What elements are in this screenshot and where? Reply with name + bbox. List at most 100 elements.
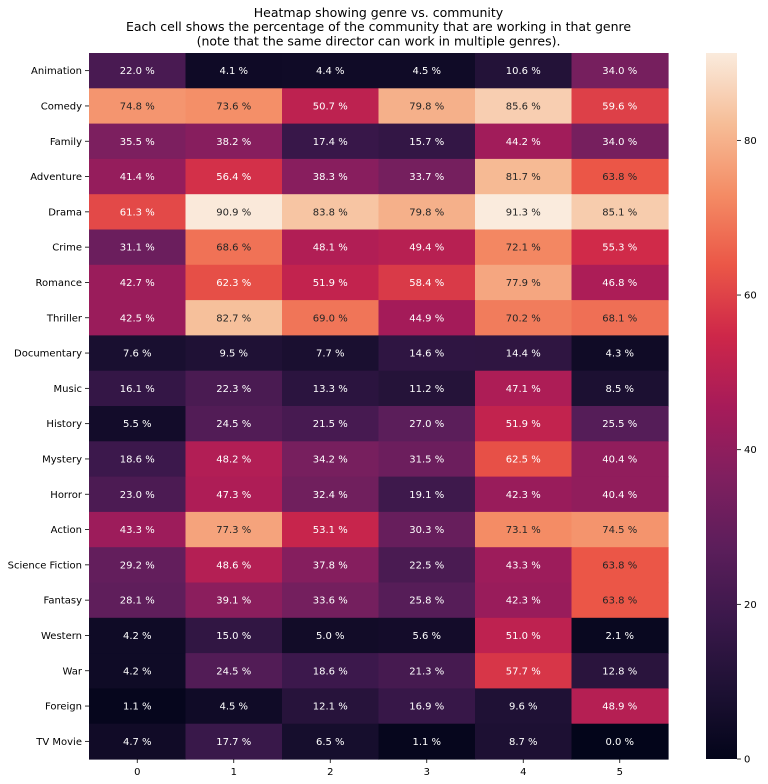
cell-value-label: 17.7 % [216, 737, 251, 748]
y-tick-label: Science Fiction [8, 560, 82, 571]
heatmap-cell [185, 441, 283, 478]
heatmap-cell [475, 53, 573, 89]
cell-value-label: 9.6 % [509, 702, 538, 713]
y-tick-label: Family [50, 137, 82, 148]
heatmap-cell [378, 511, 476, 548]
heatmap-cell [89, 547, 187, 584]
x-tick-label: 3 [424, 767, 430, 778]
cell-value-label: 7.7 % [316, 349, 345, 360]
colorbar: 0 20 40 60 80 [706, 53, 757, 766]
cell-value-label: 14.4 % [506, 349, 541, 360]
heatmap-cell [475, 300, 573, 336]
cell-value-label: 51.9 % [313, 278, 348, 289]
cell-value-label: 4.5 % [412, 66, 441, 77]
heatmap-cell [282, 370, 380, 407]
heatmap-cell [185, 158, 283, 195]
heatmap-cell [571, 300, 669, 336]
heatmap-cell [185, 476, 283, 513]
heatmap-cell [571, 547, 669, 584]
heatmap-cell [89, 476, 187, 513]
cell-value-label: 85.1 % [602, 207, 637, 218]
heatmap-cell [89, 441, 187, 478]
heatmap-cell [185, 511, 283, 548]
cell-value-label: 62.5 % [506, 454, 541, 465]
colorbar-tick-label: 80 [744, 136, 757, 147]
cell-value-label: 34.2 % [313, 454, 348, 465]
heatmap-cell [282, 441, 380, 478]
cell-value-label: 55.3 % [602, 243, 637, 254]
cell-value-label: 4.4 % [316, 66, 345, 77]
heatmap-cell [282, 653, 380, 689]
cell-value-label: 4.5 % [219, 702, 248, 713]
heatmap-cell [571, 653, 669, 689]
heatmap-cell [378, 158, 476, 195]
chart-title: Heatmap showing genre vs. communityEach … [126, 5, 631, 48]
cell-value-label: 5.6 % [412, 631, 441, 642]
heatmap-cell [282, 688, 380, 725]
heatmap-cell [282, 476, 380, 513]
heatmap-cell [475, 547, 573, 584]
cell-value-label: 38.2 % [216, 137, 251, 148]
cell-value-label: 72.1 % [506, 243, 541, 254]
heatmap-cell [89, 653, 187, 689]
heatmap-cell [89, 123, 187, 160]
heatmap-cell [282, 406, 380, 442]
cell-value-label: 43.3 % [120, 525, 155, 536]
x-tick-label: 5 [617, 767, 623, 778]
cell-value-label: 22.3 % [216, 384, 251, 395]
heatmap-cell [475, 441, 573, 478]
heatmap-cell [89, 53, 187, 89]
cell-value-label: 69.0 % [313, 313, 348, 324]
cell-value-label: 28.1 % [120, 596, 155, 607]
heatmap-cell [475, 88, 573, 125]
heatmap-cell [185, 370, 283, 407]
heatmap-cell [282, 547, 380, 584]
cell-value-label: 7.6 % [123, 349, 152, 360]
cell-value-label: 33.6 % [313, 596, 348, 607]
cell-value-label: 73.1 % [506, 525, 541, 536]
cell-value-label: 41.4 % [120, 172, 155, 183]
cell-value-label: 70.2 % [506, 313, 541, 324]
heatmap-cell [185, 688, 283, 725]
cell-value-label: 42.7 % [120, 278, 155, 289]
colorbar-gradient [706, 53, 737, 759]
heatmap-cell [475, 723, 573, 760]
heatmap-cell [571, 194, 669, 231]
cell-value-label: 34.0 % [602, 66, 637, 77]
y-tick-label: History [46, 419, 82, 430]
heatmap-cell [571, 511, 669, 548]
cell-value-label: 81.7 % [506, 172, 541, 183]
cell-value-label: 39.1 % [216, 596, 251, 607]
cell-value-label: 40.4 % [602, 490, 637, 501]
cell-value-label: 18.6 % [120, 454, 155, 465]
y-tick-label: Foreign [45, 702, 82, 713]
cell-value-label: 50.7 % [313, 101, 348, 112]
cell-value-label: 0.0 % [605, 737, 634, 748]
heatmap-cell [378, 406, 476, 442]
cell-value-label: 31.5 % [409, 454, 444, 465]
heatmap-cell [475, 229, 573, 266]
cell-value-label: 19.1 % [409, 490, 444, 501]
heatmap-cells: 22.0 % 4.1 % 4.4 % 4.5 % 10.6 % 34.0 % 74.8 % 7… [89, 53, 669, 760]
cell-value-label: 44.9 % [409, 313, 444, 324]
colorbar-tick-label: 0 [744, 755, 750, 766]
cell-value-label: 27.0 % [409, 419, 444, 430]
heatmap-cell [571, 158, 669, 195]
cell-value-label: 74.8 % [120, 101, 155, 112]
heatmap-cell [185, 582, 283, 619]
heatmap-cell [571, 370, 669, 407]
heatmap-cell [282, 617, 380, 654]
cell-value-label: 33.7 % [409, 172, 444, 183]
cell-value-label: 24.5 % [216, 419, 251, 430]
cell-value-label: 40.4 % [602, 454, 637, 465]
cell-value-label: 23.0 % [120, 490, 155, 501]
x-tick-label: 1 [231, 767, 237, 778]
x-tick-label: 2 [327, 767, 333, 778]
cell-value-label: 5.0 % [316, 631, 345, 642]
heatmap-cell [282, 264, 380, 301]
cell-value-label: 48.2 % [216, 454, 251, 465]
heatmap-cell [282, 511, 380, 548]
x-tick-label: 0 [134, 767, 140, 778]
heatmap-cell [185, 194, 283, 231]
cell-value-label: 8.7 % [509, 737, 538, 748]
